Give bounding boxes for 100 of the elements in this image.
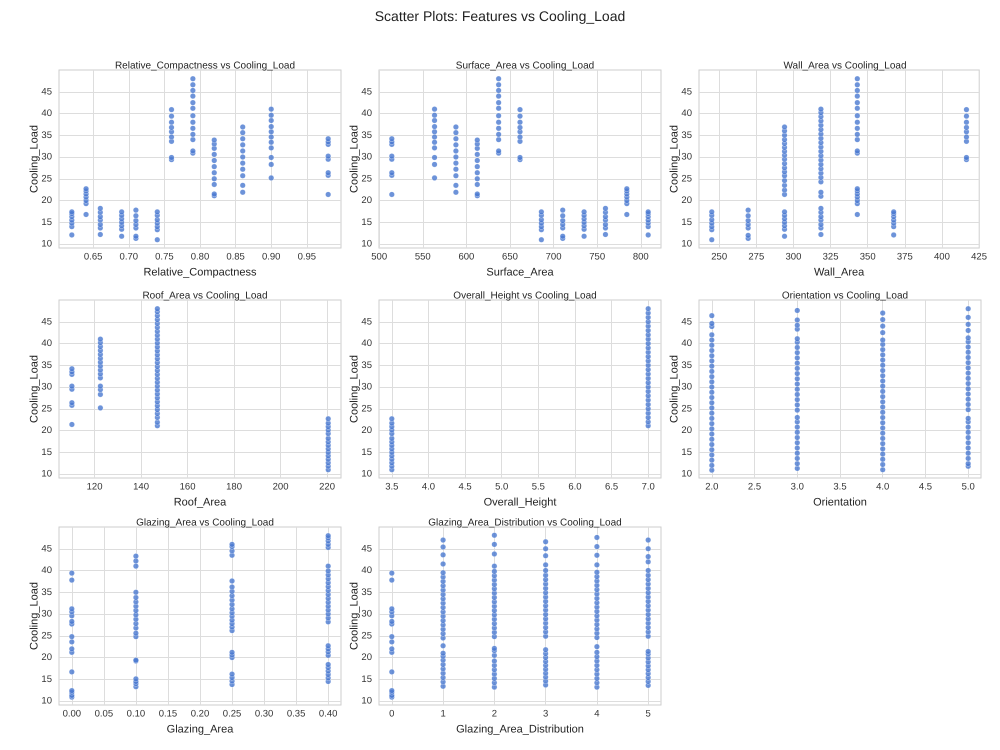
x-tick-label: 2.5 — [748, 482, 762, 492]
y-tick-label: 35 — [361, 360, 372, 371]
x-tick-label: 350 — [860, 252, 876, 262]
x-tick-label: 5.0 — [962, 482, 975, 492]
x-axis-title: Surface_Area — [486, 266, 555, 278]
y-tick-label: 40 — [361, 565, 372, 576]
x-tick-label: 3.5 — [385, 482, 398, 492]
y-tick-label: 45 — [41, 543, 52, 554]
chart-title: Wall_Area vs Cooling_Load — [783, 60, 907, 72]
x-tick-label: 5 — [646, 708, 651, 720]
y-tick-label: 25 — [361, 403, 372, 414]
x-axis-title: Glazing_Area_Distribution — [456, 724, 584, 736]
y-tick-label: 30 — [41, 152, 52, 163]
x-tick-label: 180 — [226, 482, 242, 492]
y-tick-label: 10 — [41, 238, 52, 250]
y-tick-label: 30 — [361, 382, 372, 393]
x-tick-label: 4.0 — [422, 482, 436, 492]
y-tick-label: 30 — [41, 608, 52, 620]
x-tick-label: 0.70 — [120, 252, 138, 262]
y-tick-label: 45 — [361, 543, 372, 554]
y-tick-label: 40 — [361, 108, 372, 120]
x-tick-label: 250 — [711, 252, 728, 262]
chart-title: Glazing_Area vs Cooling_Load — [136, 518, 274, 528]
y-tick-label: 15 — [361, 216, 372, 228]
y-tick-label: 10 — [681, 238, 692, 250]
y-tick-label: 35 — [681, 130, 692, 141]
x-tick-label: 0.10 — [126, 708, 146, 720]
y-tick-label: 20 — [41, 195, 52, 206]
x-tick-label: 6.0 — [568, 482, 582, 492]
y-tick-label: 25 — [361, 630, 372, 642]
y-tick-label: 45 — [361, 316, 372, 328]
y-tick-label: 35 — [41, 130, 52, 141]
y-tick-label: 45 — [41, 86, 52, 98]
x-tick-label: 0.40 — [318, 708, 338, 720]
y-axis-title: Cooling_Load — [28, 125, 40, 193]
x-tick-label: 140 — [133, 482, 149, 492]
y-tick-label: 30 — [361, 608, 372, 620]
x-tick-label: 325 — [822, 252, 839, 262]
x-tick-label: 3.5 — [833, 482, 847, 492]
y-tick-label: 35 — [41, 360, 52, 371]
y-tick-label: 35 — [41, 586, 52, 598]
y-tick-label: 40 — [41, 565, 52, 576]
y-tick-label: 35 — [361, 130, 372, 141]
y-tick-label: 15 — [361, 674, 372, 685]
x-axis-title: Overall_Height — [484, 496, 556, 508]
x-tick-label: 700 — [546, 252, 562, 262]
chart-title: Overall_Height vs Cooling_Load — [453, 290, 597, 302]
point — [388, 416, 395, 422]
y-tick-label: 10 — [361, 468, 372, 480]
y-tick-label: 15 — [41, 446, 52, 458]
x-tick-label: 4.0 — [876, 482, 890, 492]
x-tick-label: 5.0 — [495, 482, 508, 492]
x-tick-label: 220 — [319, 482, 335, 492]
y-tick-label: 45 — [361, 86, 372, 98]
text: Scatter Plots: Features vs Cooling_Load — [374, 8, 626, 24]
y-tick-label: 15 — [41, 674, 52, 685]
point — [645, 306, 652, 312]
chart-title: Glazing_Area_Distribution vs Cooling_Load — [428, 518, 622, 528]
y-tick-label: 20 — [361, 195, 372, 206]
y-tick-label: 20 — [41, 652, 52, 664]
x-tick-label: 3 — [542, 708, 548, 720]
x-tick-label: 400 — [934, 252, 950, 262]
chart-title: Orientation vs Cooling_Load — [782, 290, 908, 302]
y-tick-label: 15 — [681, 216, 692, 228]
y-tick-label: 15 — [681, 446, 692, 458]
x-tick-label: 4.5 — [918, 482, 932, 492]
x-tick-label: 0.95 — [298, 252, 316, 262]
x-tick-label: 750 — [589, 252, 606, 262]
y-tick-label: 45 — [41, 316, 52, 328]
x-tick-label: 7.0 — [642, 482, 655, 492]
y-tick-label: 20 — [681, 425, 692, 436]
y-tick-label: 20 — [41, 425, 52, 436]
x-tick-label: 2.0 — [705, 482, 718, 492]
x-tick-label: 650 — [502, 252, 518, 262]
x-tick-label: 0.65 — [84, 252, 102, 262]
x-tick-label: 120 — [86, 482, 102, 492]
y-axis-title: Cooling_Load — [348, 125, 360, 193]
x-axis-title: Relative_Compactness — [143, 266, 258, 278]
x-tick-label: 2 — [492, 708, 498, 720]
x-tick-label: 375 — [896, 252, 913, 262]
y-tick-label: 15 — [361, 446, 372, 458]
chart-title: Surface_Area vs Cooling_Load — [456, 60, 594, 72]
y-tick-label: 10 — [41, 468, 52, 480]
y-tick-label: 20 — [681, 195, 692, 206]
x-tick-label: 0 — [389, 708, 394, 720]
y-tick-label: 30 — [361, 152, 372, 163]
y-tick-label: 25 — [41, 173, 52, 184]
point — [388, 435, 395, 442]
y-axis-title: Cooling_Load — [668, 125, 680, 193]
y-tick-label: 45 — [681, 316, 692, 328]
x-tick-label: 3.0 — [790, 482, 804, 492]
y-axis-title: Cooling_Load — [348, 355, 360, 423]
x-tick-label: 0.80 — [190, 252, 210, 262]
y-axis-title: Cooling_Load — [668, 355, 680, 423]
x-tick-label: 0.85 — [226, 252, 245, 262]
y-tick-label: 25 — [41, 403, 52, 414]
x-tick-label: 0.75 — [155, 252, 174, 262]
y-tick-label: 10 — [361, 238, 372, 250]
x-tick-label: 5.5 — [532, 482, 545, 492]
x-tick-label: 0.25 — [222, 708, 242, 720]
